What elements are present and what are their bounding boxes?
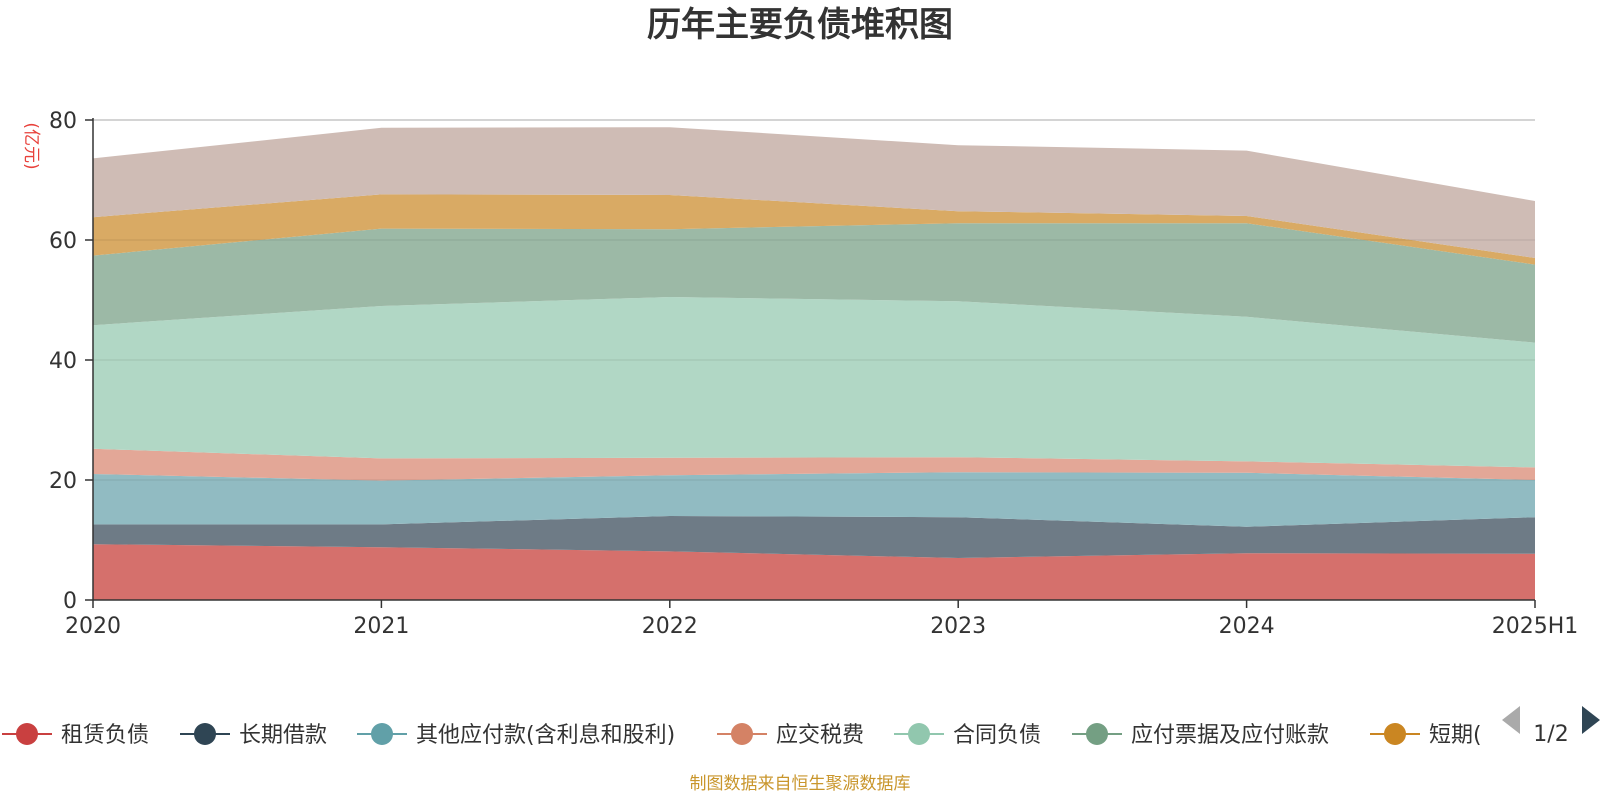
chart-title: 历年主要负债堆积图 <box>647 5 953 45</box>
area-series-1 <box>93 544 1535 600</box>
area-series-2 <box>93 516 1535 558</box>
x-tick-label: 2024 <box>1219 614 1275 639</box>
legend-label: 合同负债 <box>953 723 1041 748</box>
grid-overlay <box>93 119 1535 481</box>
legend-item-2[interactable]: 长期借款 <box>180 723 327 748</box>
x-tick-label: 2021 <box>353 614 409 639</box>
arrow-right-icon <box>1582 706 1600 734</box>
legend-next-page-button[interactable] <box>1582 706 1600 734</box>
area-series-6 <box>93 223 1535 343</box>
legend-marker-icon <box>16 723 38 745</box>
y-tick-label: 60 <box>49 229 77 254</box>
area-series-3 <box>93 472 1535 527</box>
x-tick-label: 2022 <box>642 614 698 639</box>
legend-prev-page-button[interactable] <box>1502 706 1520 734</box>
area-series-4 <box>93 448 1535 481</box>
legend-marker-icon <box>1384 723 1406 745</box>
y-tick-label: 80 <box>49 109 77 134</box>
legend-item-5[interactable]: 合同负债 <box>894 723 1041 748</box>
area-series-group <box>93 127 1535 600</box>
legend-label: 其他应付款(含利息和股利) <box>416 723 675 748</box>
y-tick-label: 0 <box>63 589 77 614</box>
legend-page-indicator: 1/2 <box>1533 722 1568 747</box>
legend-label: 租赁负债 <box>61 723 149 748</box>
y-tick-label: 20 <box>49 469 77 494</box>
x-tick-label: 2025H1 <box>1492 614 1579 639</box>
legend-item-7[interactable]: 短期( <box>1370 723 1482 748</box>
legend-label: 应交税费 <box>776 723 864 748</box>
tick-labels: 0 20 40 60 80 2020 2021 2022 2023 2024 2025H1 <box>49 109 1578 639</box>
legend-label: 长期借款 <box>239 723 327 748</box>
legend-item-6[interactable]: 应付票据及应付账款 <box>1072 723 1329 748</box>
area-series-5 <box>93 297 1535 468</box>
y-axis-unit-label: (亿元) <box>21 122 41 169</box>
legend-marker-icon <box>731 723 753 745</box>
legend-marker-icon <box>1086 723 1108 745</box>
area-series-8 <box>93 127 1535 258</box>
data-source-note: 制图数据来自恒生聚源数据库 <box>690 774 911 794</box>
legend-item-3[interactable]: 其他应付款(含利息和股利) <box>357 723 675 748</box>
area-series-7 <box>93 194 1535 265</box>
legend-label: 应付票据及应付账款 <box>1131 723 1329 748</box>
legend-marker-icon <box>194 723 216 745</box>
x-tick-label: 2023 <box>930 614 986 639</box>
axes <box>85 118 1536 608</box>
y-tick-label: 40 <box>49 349 77 374</box>
legend-marker-icon <box>371 723 393 745</box>
legend-marker-icon <box>908 723 930 745</box>
legend: 租赁负债 长期借款 其他应付款(含利息和股利) 应交税费 合同负债 应付票据及应付账款 短期… <box>2 706 1600 748</box>
arrow-left-icon <box>1502 706 1520 734</box>
legend-item-1[interactable]: 租赁负债 <box>2 723 149 748</box>
legend-item-4[interactable]: 应交税费 <box>717 723 864 748</box>
legend-label: 短期( <box>1429 723 1482 748</box>
x-tick-label: 2020 <box>65 614 121 639</box>
